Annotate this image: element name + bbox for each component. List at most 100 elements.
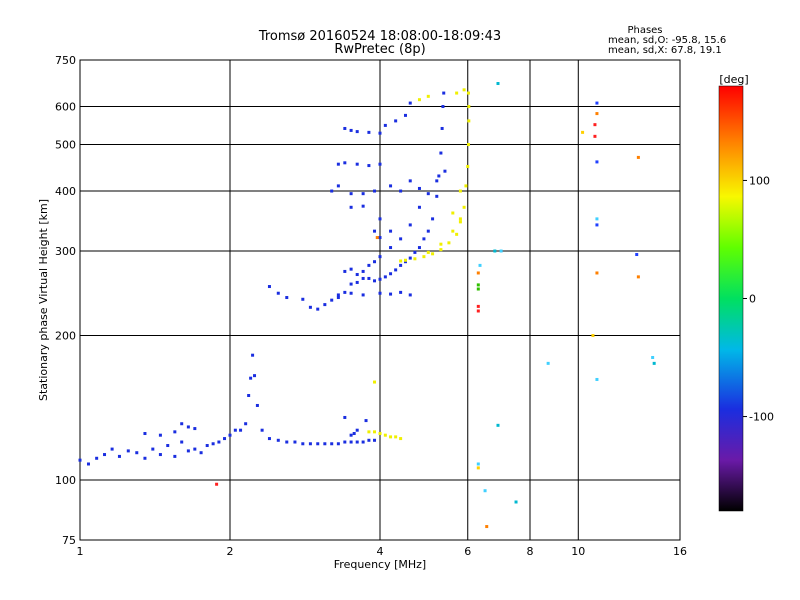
colorbar-label: [deg] xyxy=(719,73,748,86)
o-mode-point xyxy=(355,428,359,432)
o-mode-point xyxy=(408,101,412,105)
o-mode-point xyxy=(336,293,340,297)
o-mode-point xyxy=(389,184,393,188)
o-mode-point xyxy=(378,217,382,221)
o-mode-point xyxy=(267,285,271,289)
o-mode-point xyxy=(355,273,359,277)
o-mode-point xyxy=(110,447,114,451)
o-mode-point xyxy=(383,275,387,279)
x-mode-point xyxy=(451,229,455,233)
x-tick-label: 8 xyxy=(527,545,534,558)
o-mode-point xyxy=(343,415,347,419)
scatter-point xyxy=(514,500,518,504)
o-mode-point xyxy=(367,164,371,168)
o-mode-point xyxy=(399,263,403,267)
o-mode-point xyxy=(86,462,90,466)
o-mode-point xyxy=(285,440,289,444)
scatter-point xyxy=(635,253,639,257)
o-mode-point xyxy=(180,440,184,444)
stats-o-mode: mean, sd,O: -95.8, 15.6 xyxy=(608,35,726,46)
o-mode-point xyxy=(151,447,155,451)
x-mode-point xyxy=(466,143,470,147)
scatter-point xyxy=(476,271,480,275)
o-mode-point xyxy=(352,432,356,436)
o-mode-point xyxy=(251,353,255,357)
scatter-point xyxy=(476,466,480,470)
o-mode-point xyxy=(343,440,347,444)
scatter-point xyxy=(581,130,585,134)
scatter-point xyxy=(478,263,482,267)
x-mode-point xyxy=(417,98,421,102)
o-mode-point xyxy=(378,236,382,240)
x-mode-point xyxy=(383,433,387,437)
x-mode-point xyxy=(439,248,443,252)
x-tick-label: 1 xyxy=(77,545,84,558)
o-mode-point xyxy=(367,438,371,442)
x-mode-point xyxy=(422,255,426,259)
o-mode-point xyxy=(367,276,371,280)
o-mode-point xyxy=(349,192,353,196)
o-mode-point xyxy=(260,428,264,432)
o-mode-point xyxy=(233,428,237,432)
o-mode-point xyxy=(330,442,334,446)
o-mode-point xyxy=(217,440,221,444)
o-mode-point xyxy=(399,237,403,241)
o-mode-point xyxy=(422,237,426,241)
o-mode-point xyxy=(373,229,377,233)
o-mode-point xyxy=(403,113,407,117)
o-mode-point xyxy=(323,303,327,307)
o-mode-point xyxy=(435,194,439,198)
x-tick-label: 4 xyxy=(377,545,384,558)
o-mode-point xyxy=(383,123,387,127)
scatter-point xyxy=(651,355,655,359)
o-mode-point xyxy=(173,454,177,458)
scatter-point xyxy=(595,223,599,227)
o-mode-point xyxy=(173,430,177,434)
o-mode-point xyxy=(399,189,403,193)
o-mode-point xyxy=(239,428,243,432)
scatter-point xyxy=(476,304,480,308)
o-mode-point xyxy=(437,174,441,178)
o-mode-point xyxy=(349,267,353,271)
o-mode-point xyxy=(443,169,447,173)
o-mode-point xyxy=(389,272,393,276)
y-tick-label: 75 xyxy=(62,534,76,547)
data-points xyxy=(78,82,656,529)
chart-title-line1: Tromsø 20160524 18:08:00-18:09:43 xyxy=(258,29,501,44)
o-mode-point xyxy=(440,126,444,130)
y-tick-label: 500 xyxy=(55,139,76,152)
o-mode-point xyxy=(316,442,320,446)
o-mode-point xyxy=(394,268,398,272)
x-mode-point xyxy=(447,241,451,245)
o-mode-point xyxy=(373,279,377,283)
o-mode-point xyxy=(78,458,82,462)
o-mode-point xyxy=(323,442,327,446)
o-mode-point xyxy=(373,438,377,442)
o-mode-point xyxy=(431,217,435,221)
o-mode-point xyxy=(308,305,312,309)
chart-title-line2: RwPretec (8p) xyxy=(334,42,425,57)
o-mode-point xyxy=(408,179,412,183)
o-mode-point xyxy=(336,162,340,166)
y-tick-label: 300 xyxy=(55,245,76,258)
y-tick-label: 200 xyxy=(55,330,76,343)
scatter-point xyxy=(476,309,480,313)
scatter-point xyxy=(591,334,595,338)
o-mode-point xyxy=(349,433,353,437)
x-mode-point xyxy=(431,252,435,256)
colorbar xyxy=(718,85,744,512)
o-mode-point xyxy=(330,189,334,193)
x-mode-point xyxy=(413,257,417,261)
o-mode-point xyxy=(343,290,347,294)
scatter-point xyxy=(636,275,640,279)
x-tick-label: 16 xyxy=(673,545,687,558)
o-mode-point xyxy=(143,432,147,436)
o-mode-point xyxy=(439,151,443,155)
o-mode-point xyxy=(301,297,305,301)
o-mode-point xyxy=(244,422,248,426)
o-mode-point xyxy=(228,433,232,437)
x-mode-point xyxy=(455,232,459,236)
scatter-point xyxy=(595,101,599,105)
o-mode-point xyxy=(389,229,393,233)
